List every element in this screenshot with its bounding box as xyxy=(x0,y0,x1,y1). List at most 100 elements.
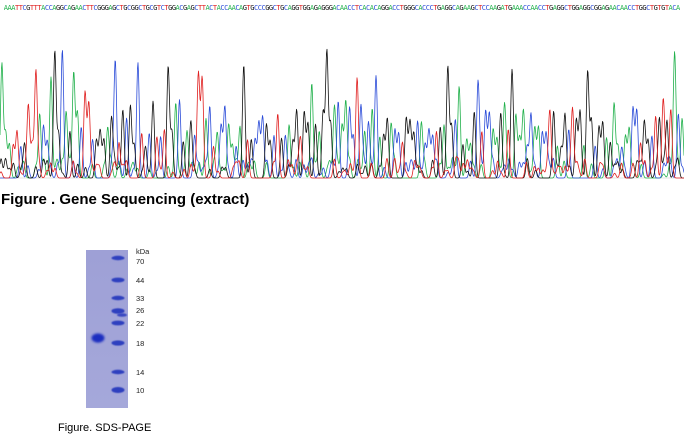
base-letter: A xyxy=(613,4,618,12)
ladder-band xyxy=(117,313,127,317)
base-letter: C xyxy=(235,4,239,12)
base-letter: G xyxy=(639,4,643,12)
ladder-band xyxy=(111,295,125,301)
base-letter: C xyxy=(564,4,568,12)
base-letter: G xyxy=(586,4,590,12)
base-letter: G xyxy=(146,4,150,12)
base-letter: A xyxy=(441,4,446,12)
base-letter: T xyxy=(157,4,162,12)
base-letter: C xyxy=(631,4,635,12)
base-letter: A xyxy=(624,4,629,12)
base-letter: C xyxy=(45,4,49,12)
base-letter: G xyxy=(60,4,64,12)
kda-unit-label: kDa xyxy=(136,247,150,256)
base-letter: T xyxy=(120,4,125,12)
base-letter: A xyxy=(553,4,558,12)
base-letter: C xyxy=(672,4,676,12)
base-letter: A xyxy=(601,4,606,12)
base-letter: G xyxy=(448,4,452,12)
base-letter: C xyxy=(527,4,531,12)
base-letter: C xyxy=(616,4,620,12)
base-letter: G xyxy=(303,4,307,12)
base-letter: T xyxy=(202,4,207,12)
base-letter: C xyxy=(538,4,542,12)
base-letter: C xyxy=(22,4,26,12)
base-letter: G xyxy=(280,4,284,12)
base-letter: A xyxy=(467,4,472,12)
base-letter: G xyxy=(661,4,665,12)
base-letter: C xyxy=(284,4,288,12)
gel-image xyxy=(86,250,128,408)
base-letter: G xyxy=(508,4,512,12)
base-letter: G xyxy=(471,4,475,12)
base-letter: C xyxy=(392,4,396,12)
base-letter: G xyxy=(329,4,333,12)
base-letter: A xyxy=(489,4,494,12)
base-letter: C xyxy=(116,4,120,12)
base-letter: G xyxy=(123,4,127,12)
base-letter: G xyxy=(250,4,254,12)
ladder-band xyxy=(111,369,125,375)
base-letter: G xyxy=(437,4,441,12)
base-letter: C xyxy=(359,4,363,12)
base-letter: C xyxy=(258,4,262,12)
base-letter: G xyxy=(97,4,101,12)
base-letter: G xyxy=(291,4,295,12)
base-letter: A xyxy=(362,4,367,12)
base-letter: C xyxy=(396,4,400,12)
base-letter: A xyxy=(78,4,83,12)
base-letter: C xyxy=(220,4,224,12)
base-letter: C xyxy=(194,4,198,12)
base-letter: G xyxy=(583,4,587,12)
base-letter: T xyxy=(568,4,573,12)
base-letter: T xyxy=(545,4,550,12)
base-letter: C xyxy=(336,4,340,12)
base-letter: G xyxy=(26,4,30,12)
base-letter: A xyxy=(228,4,233,12)
base-letter: T xyxy=(37,4,42,12)
base-letter: C xyxy=(64,4,68,12)
base-letter: A xyxy=(500,4,505,12)
base-letter: C xyxy=(209,4,213,12)
base-letter: A xyxy=(217,4,222,12)
trace-G xyxy=(0,48,684,179)
base-letter: C xyxy=(646,4,650,12)
base-letter: A xyxy=(344,4,349,12)
base-letter: G xyxy=(321,4,325,12)
base-letter: A xyxy=(108,4,113,12)
base-letter: A xyxy=(205,4,210,12)
base-letter: G xyxy=(314,4,318,12)
marker-label-10: 10 xyxy=(136,386,145,395)
base-letter: G xyxy=(407,4,411,12)
base-letter: C xyxy=(82,4,86,12)
base-letter: A xyxy=(377,4,382,12)
base-letter: A xyxy=(388,4,393,12)
base-letter: A xyxy=(340,4,345,12)
base-letter: G xyxy=(325,4,329,12)
base-letter: A xyxy=(456,4,461,12)
marker-label-70: 70 xyxy=(136,257,145,266)
base-letter: A xyxy=(288,4,293,12)
base-letter: C xyxy=(474,4,478,12)
base-letter: T xyxy=(19,4,24,12)
base-letter: A xyxy=(512,4,517,12)
base-letter: A xyxy=(4,4,9,12)
base-letter: G xyxy=(605,4,609,12)
base-letter: C xyxy=(149,4,153,12)
base-letter: A xyxy=(176,4,181,12)
base-letter: G xyxy=(403,4,407,12)
base-letter: T xyxy=(15,4,20,12)
base-letter: G xyxy=(56,4,60,12)
base-letter: C xyxy=(374,4,378,12)
ladder-band xyxy=(111,387,125,393)
base-letter: A xyxy=(620,4,625,12)
base-letter: T xyxy=(400,4,405,12)
ladder-band xyxy=(111,255,125,261)
base-letter: A xyxy=(52,4,57,12)
marker-label-33: 33 xyxy=(136,294,145,303)
base-letter: T xyxy=(665,4,670,12)
sds-page-figure: kDa 70 44 33 26 22 18 14 10 xyxy=(84,244,174,412)
base-letter: C xyxy=(627,4,631,12)
